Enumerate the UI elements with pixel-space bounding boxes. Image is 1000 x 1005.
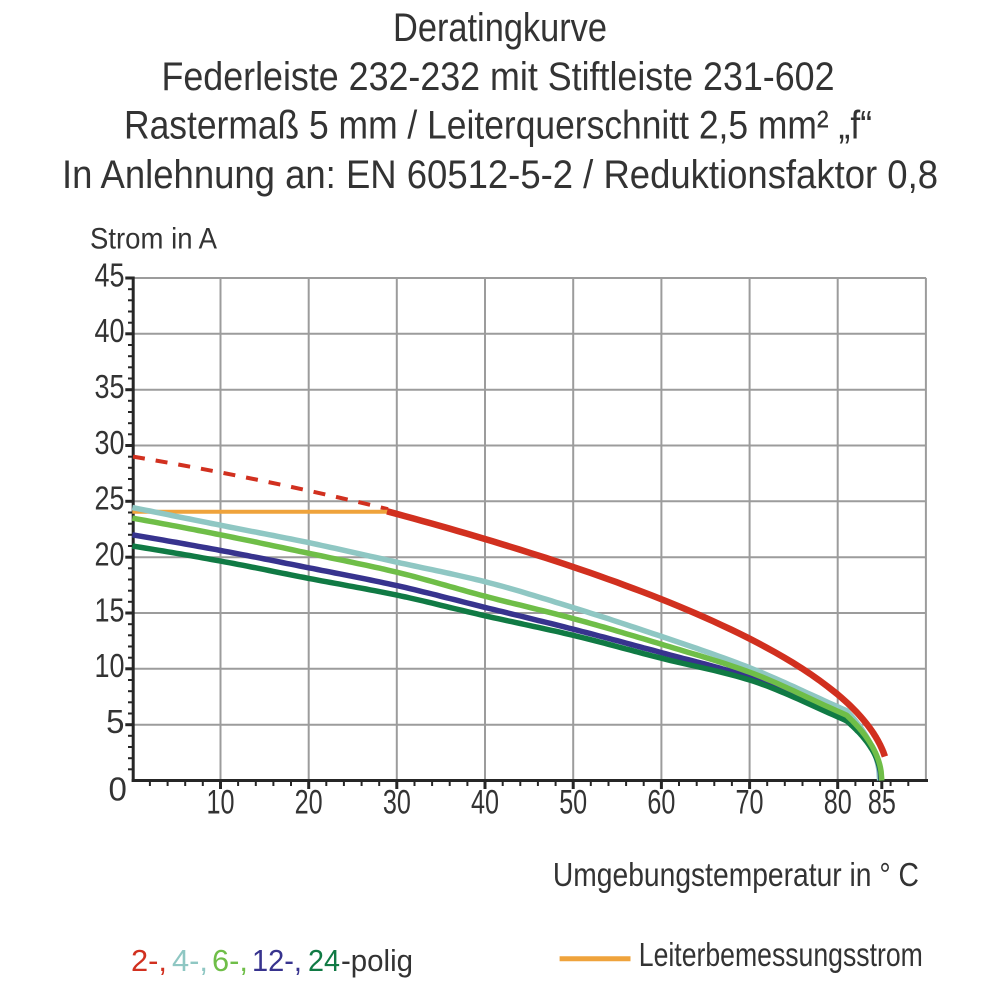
svg-text:20: 20	[95, 536, 125, 573]
svg-text:35: 35	[95, 368, 125, 405]
svg-text:0: 0	[108, 771, 126, 808]
svg-text:Federleiste 232-232 mit Stiftl: Federleiste 232-232 mit Stiftleiste 231-…	[162, 55, 835, 99]
svg-text:85: 85	[868, 784, 896, 822]
svg-text:10: 10	[206, 784, 234, 822]
svg-text:In Anlehnung an: EN 60512-5-2: In Anlehnung an: EN 60512-5-2 / Reduktio…	[62, 153, 938, 197]
svg-text:24: 24	[308, 943, 340, 978]
svg-text:40: 40	[95, 312, 125, 349]
svg-text:4-,: 4-,	[172, 943, 208, 978]
svg-text:Strom in A: Strom in A	[90, 223, 217, 256]
svg-text:30: 30	[383, 784, 411, 822]
svg-text:80: 80	[824, 784, 852, 822]
svg-text:30: 30	[95, 424, 125, 461]
svg-text:45: 45	[95, 256, 125, 293]
svg-text:70: 70	[736, 784, 764, 822]
svg-text:Deratingkurve: Deratingkurve	[393, 6, 607, 50]
svg-text:-polig: -polig	[341, 943, 413, 978]
svg-text:2-,: 2-,	[131, 943, 167, 978]
svg-text:12-,: 12-,	[252, 943, 302, 978]
svg-text:60: 60	[647, 784, 675, 822]
svg-text:Umgebungstemperatur in ° C: Umgebungstemperatur in ° C	[553, 856, 919, 893]
svg-text:25: 25	[95, 480, 125, 517]
svg-text:10: 10	[95, 647, 125, 684]
svg-text:5: 5	[106, 703, 124, 740]
svg-text:40: 40	[471, 784, 499, 822]
svg-text:20: 20	[295, 784, 323, 822]
svg-text:50: 50	[559, 784, 587, 822]
svg-text:Rastermaß 5 mm / Leiterquersch: Rastermaß 5 mm / Leiterquerschnitt 2,5 m…	[124, 104, 872, 148]
svg-text:6-,: 6-,	[212, 943, 248, 978]
svg-text:15: 15	[95, 591, 125, 628]
svg-text:Leiterbemessungsstrom: Leiterbemessungsstrom	[639, 936, 923, 973]
